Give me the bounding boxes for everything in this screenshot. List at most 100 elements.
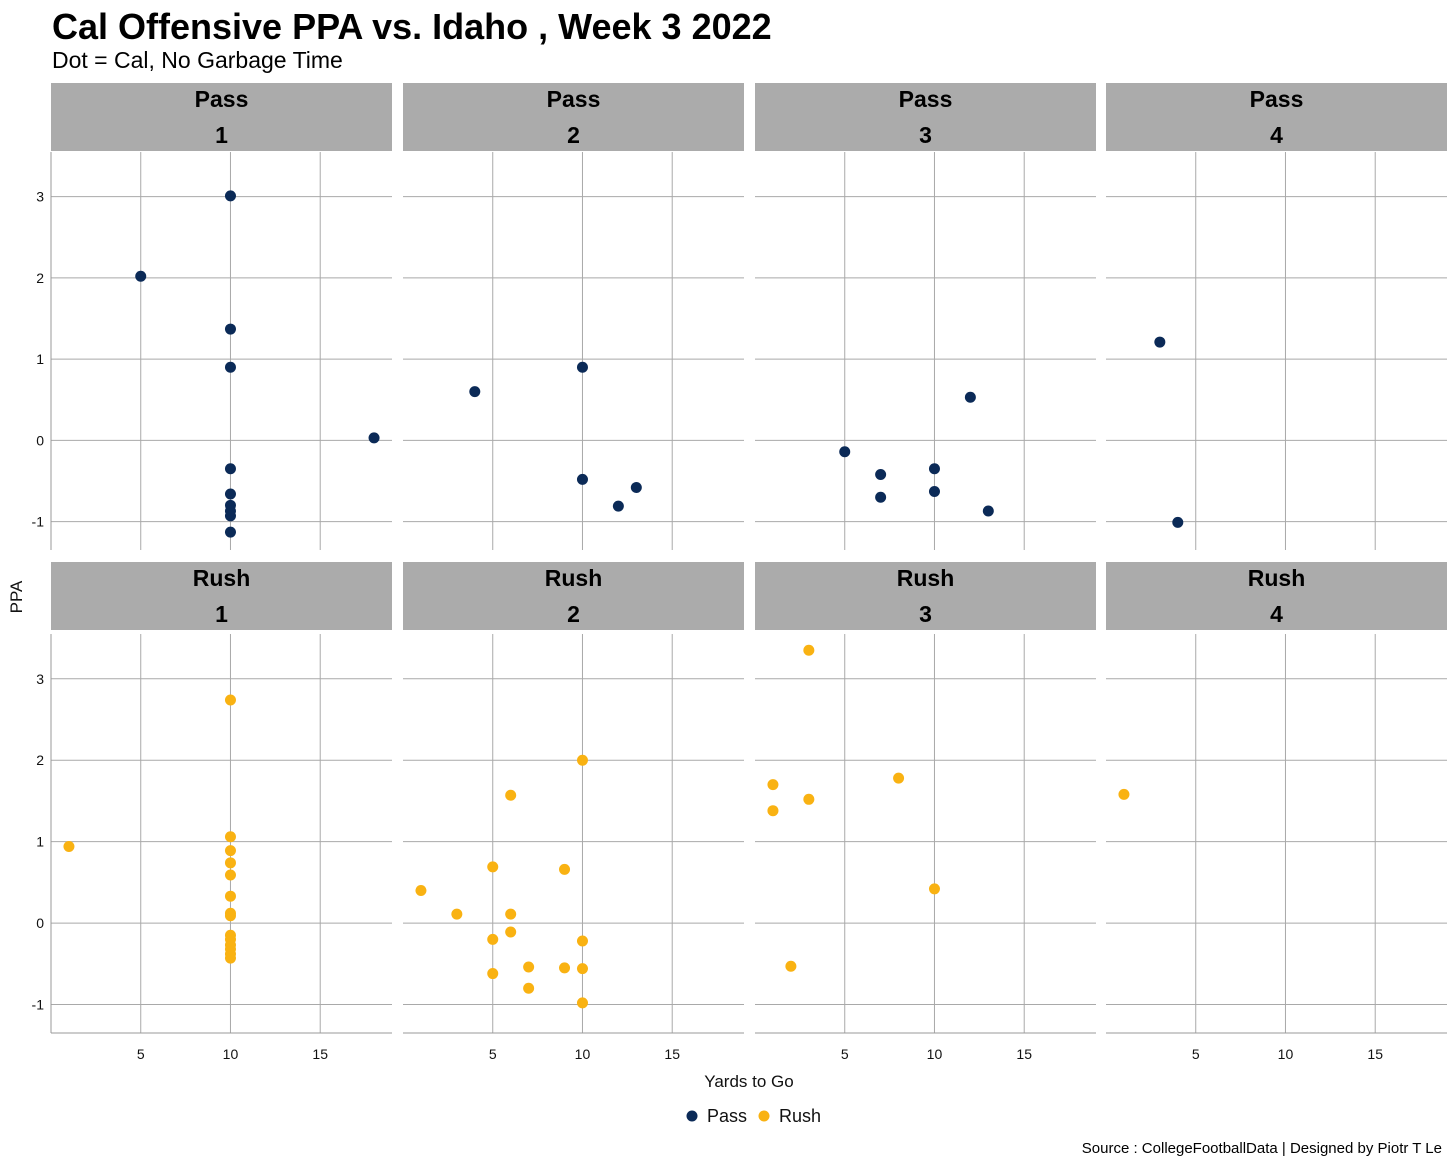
point-rush bbox=[224, 890, 236, 902]
x-tick-label: 10 bbox=[575, 1046, 591, 1062]
point-rush bbox=[559, 962, 571, 974]
strip-label-play-type: Rush bbox=[193, 565, 251, 591]
y-axis-title: PPA bbox=[7, 580, 26, 613]
point-rush bbox=[224, 910, 236, 922]
strip-label-down: 3 bbox=[919, 122, 932, 148]
strip-label-play-type: Pass bbox=[195, 86, 249, 112]
point-rush bbox=[487, 861, 499, 873]
point-rush bbox=[523, 961, 535, 973]
strip-rush-4 bbox=[1106, 562, 1447, 630]
point-rush bbox=[767, 805, 779, 817]
y-tick-label: -1 bbox=[32, 514, 45, 530]
point-rush bbox=[505, 908, 517, 920]
point-pass bbox=[982, 505, 994, 517]
point-rush bbox=[893, 772, 905, 784]
point-rush bbox=[415, 885, 427, 896]
point-pass bbox=[224, 323, 236, 335]
point-pass bbox=[368, 432, 380, 444]
strip-label-play-type: Pass bbox=[1250, 86, 1304, 112]
point-rush bbox=[487, 933, 499, 945]
strip-label-down: 4 bbox=[1270, 601, 1283, 627]
point-rush bbox=[63, 841, 75, 853]
strip-label-play-type: Rush bbox=[545, 565, 603, 591]
strip-rush-3 bbox=[755, 562, 1096, 630]
point-pass bbox=[928, 463, 940, 475]
point-pass bbox=[576, 473, 588, 485]
panel-pass-1: Pass 1 -1 0 1 2 3 bbox=[32, 83, 392, 550]
strip-label-down: 1 bbox=[215, 122, 228, 148]
legend-label-rush: Rush bbox=[779, 1106, 821, 1126]
x-axis-title: Yards to Go bbox=[704, 1072, 793, 1091]
point-rush bbox=[224, 831, 236, 843]
x-tick-label: 15 bbox=[312, 1046, 328, 1062]
strip-pass-3 bbox=[755, 83, 1096, 151]
x-tick-label: 10 bbox=[223, 1046, 239, 1062]
point-pass bbox=[224, 361, 236, 373]
point-rush bbox=[559, 863, 571, 875]
legend: Pass Rush bbox=[686, 1106, 821, 1126]
point-rush bbox=[1118, 788, 1130, 800]
point-pass bbox=[469, 386, 481, 398]
chart-subtitle: Dot = Cal, No Garbage Time bbox=[52, 47, 343, 73]
point-pass bbox=[224, 190, 236, 202]
point-rush bbox=[505, 789, 517, 801]
point-pass bbox=[612, 500, 624, 512]
point-rush bbox=[505, 926, 517, 938]
x-tick-label: 5 bbox=[841, 1046, 849, 1062]
point-pass bbox=[964, 391, 976, 403]
point-rush bbox=[576, 963, 588, 975]
legend-swatch-pass bbox=[686, 1110, 698, 1122]
y-tick-label: 3 bbox=[36, 671, 44, 687]
point-pass bbox=[928, 486, 940, 498]
point-pass bbox=[630, 481, 642, 493]
panel-pass-2: Pass 2 bbox=[403, 83, 744, 550]
facet-panels: Pass 1 -1 0 1 2 3 Pass 2 Pass 3 Pass 4 Rush 1 -1 0 1 2 3 5 10… bbox=[32, 83, 1447, 1062]
point-rush bbox=[576, 754, 588, 766]
x-tick-label: 5 bbox=[137, 1046, 145, 1062]
strip-label-down: 4 bbox=[1270, 122, 1283, 148]
point-pass bbox=[875, 491, 887, 503]
point-rush bbox=[523, 982, 535, 994]
x-tick-label: 10 bbox=[1278, 1046, 1294, 1062]
point-pass bbox=[224, 526, 236, 538]
strip-label-down: 1 bbox=[215, 601, 228, 627]
point-rush bbox=[487, 968, 499, 980]
strip-label-down: 2 bbox=[567, 601, 580, 627]
point-rush bbox=[451, 908, 463, 920]
panel-pass-3: Pass 3 bbox=[755, 83, 1096, 550]
legend-label-pass: Pass bbox=[707, 1106, 747, 1126]
y-tick-label: 2 bbox=[36, 752, 44, 768]
y-tick-label: 0 bbox=[36, 915, 44, 931]
chart-title: Cal Offensive PPA vs. Idaho , Week 3 202… bbox=[52, 6, 772, 47]
x-tick-label: 15 bbox=[664, 1046, 680, 1062]
strip-label-play-type: Pass bbox=[547, 86, 601, 112]
x-tick-label: 5 bbox=[1192, 1046, 1200, 1062]
point-pass bbox=[224, 510, 236, 522]
point-rush bbox=[224, 869, 236, 881]
point-rush bbox=[803, 644, 815, 656]
strip-pass-4 bbox=[1106, 83, 1447, 151]
panel-rush-2: Rush 2 5 10 15 bbox=[403, 562, 744, 1062]
panel-rush-3: Rush 3 5 10 15 bbox=[755, 562, 1096, 1062]
strip-pass-2 bbox=[403, 83, 744, 151]
strip-label-play-type: Rush bbox=[897, 565, 955, 591]
panel-pass-4: Pass 4 bbox=[1106, 83, 1447, 550]
legend-swatch-rush bbox=[758, 1110, 770, 1122]
point-rush bbox=[767, 779, 779, 791]
strip-pass-1 bbox=[51, 83, 392, 151]
source-caption: Source : CollegeFootballData | Designed … bbox=[1081, 1140, 1442, 1157]
y-tick-label: 1 bbox=[36, 834, 44, 850]
point-rush bbox=[224, 952, 236, 964]
point-pass bbox=[135, 270, 147, 282]
y-tick-label: 2 bbox=[36, 270, 44, 286]
point-rush bbox=[576, 935, 588, 947]
point-rush bbox=[576, 997, 588, 1009]
point-rush bbox=[928, 883, 940, 895]
y-tick-label: 3 bbox=[36, 189, 44, 205]
y-tick-label: -1 bbox=[32, 997, 45, 1013]
point-rush bbox=[224, 845, 236, 857]
panel-rush-4: Rush 4 5 10 15 bbox=[1106, 562, 1447, 1062]
panel-rush-1: Rush 1 -1 0 1 2 3 5 10 15 bbox=[32, 562, 392, 1062]
point-pass bbox=[839, 446, 851, 458]
